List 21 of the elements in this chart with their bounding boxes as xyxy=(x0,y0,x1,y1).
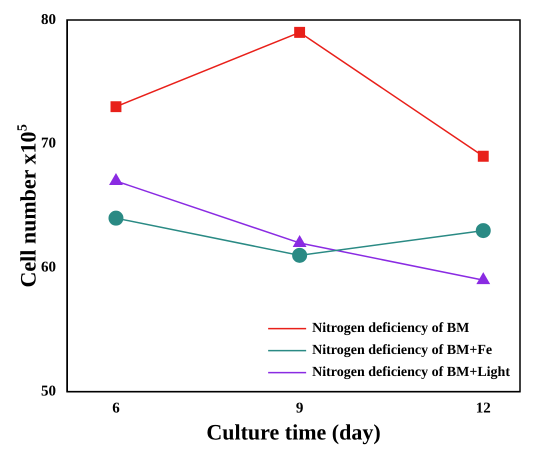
point xyxy=(109,174,123,186)
point xyxy=(294,26,306,38)
y-tick-label: 50 xyxy=(41,383,56,400)
y-tick-label: 60 xyxy=(41,260,56,276)
y-tick-label: 80 xyxy=(41,12,56,28)
x-tick-label: 12 xyxy=(476,400,491,416)
legend-label: Nitrogen deficiency of BM xyxy=(312,321,470,336)
point xyxy=(110,101,122,112)
point xyxy=(476,272,490,284)
x-tick-label: 9 xyxy=(296,400,304,416)
point xyxy=(108,210,124,226)
x-axis-title: Culture time (day) xyxy=(206,419,381,444)
point xyxy=(292,248,308,263)
legend-label: Nitrogen deficiency of BM+Fe xyxy=(312,343,492,358)
y-axis-title: Cell number x105 xyxy=(16,124,41,288)
point xyxy=(478,150,489,162)
legend-label: Nitrogen deficiency of BM+Light xyxy=(312,365,510,380)
point xyxy=(293,235,306,247)
point xyxy=(476,223,491,238)
y-tick-label: 70 xyxy=(41,136,56,152)
x-tick-label: 6 xyxy=(112,400,120,416)
